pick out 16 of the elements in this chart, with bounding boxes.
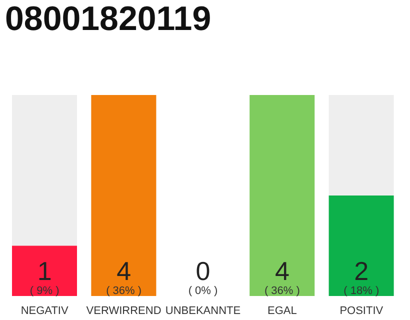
annotation: ( 9% ) — [30, 285, 60, 297]
data-label: 4 — [116, 256, 132, 286]
data-label: 0 — [196, 256, 210, 286]
annotation: ( 36% ) — [264, 285, 300, 297]
x-tick-label: EGAL — [268, 305, 297, 317]
annotation: ( 0% ) — [188, 285, 218, 297]
data-label: 1 — [37, 256, 52, 286]
x-tick-label: NEGATIV — [20, 305, 69, 317]
x-tick-label: UNBEKANNTE — [165, 305, 241, 317]
annotation: ( 18% ) — [344, 285, 380, 297]
data-label: 4 — [274, 256, 290, 286]
chart-title: 08001820119 — [5, 0, 212, 39]
x-tick-label: POSITIV — [340, 305, 384, 317]
annotation: ( 36% ) — [106, 285, 142, 297]
data-label: 2 — [354, 256, 369, 286]
x-tick-label: VERWIRREND — [86, 305, 162, 317]
